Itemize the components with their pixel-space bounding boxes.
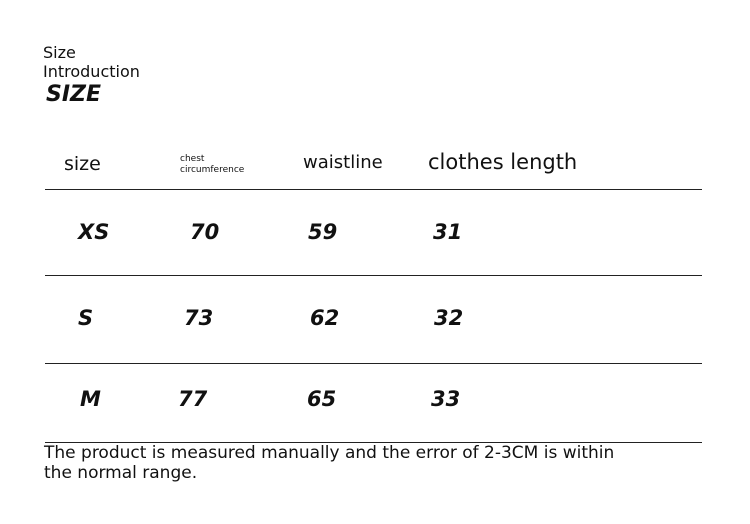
table-cell: 31 (433, 220, 463, 244)
divider (45, 275, 702, 276)
column-header: waistline (303, 152, 383, 173)
header-line: Size (43, 43, 76, 62)
table-cell: 59 (308, 220, 338, 244)
table-cell: 73 (184, 306, 214, 330)
divider (45, 189, 702, 190)
column-header: size (64, 153, 101, 175)
table-cell: 77 (178, 387, 208, 411)
header-line: Introduction (43, 62, 140, 81)
column-header: chest circumference (180, 154, 245, 175)
table-cell: 62 (310, 306, 340, 330)
divider (45, 363, 702, 364)
table-cell: XS (78, 220, 110, 244)
column-header: clothes length (428, 150, 578, 174)
header-title: SIZE (46, 82, 102, 107)
divider (45, 442, 702, 443)
table-cell: S (78, 306, 94, 330)
table-cell: 70 (190, 220, 220, 244)
table-cell: 32 (434, 306, 464, 330)
table-cell: 33 (431, 387, 461, 411)
footnote: The product is measured manually and the… (44, 443, 615, 483)
table-cell: 65 (307, 387, 337, 411)
table-cell: M (80, 387, 101, 411)
